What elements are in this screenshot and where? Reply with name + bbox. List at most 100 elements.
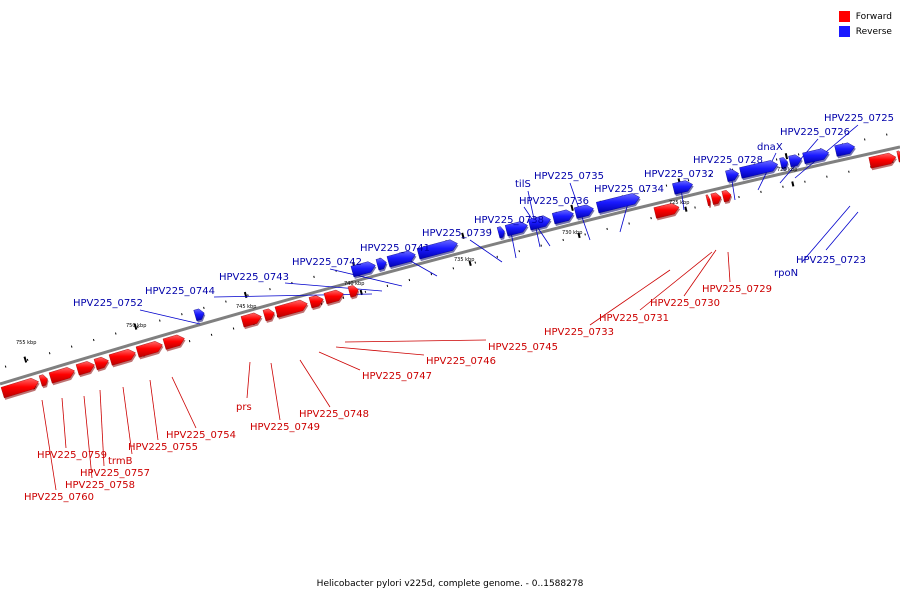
reverse-gene-17 bbox=[834, 142, 856, 157]
leader-line bbox=[318, 351, 361, 371]
gene-label-hpv225-0723[interactable]: HPV225_0723 bbox=[796, 255, 866, 266]
reverse-gene-7 bbox=[527, 215, 551, 231]
gene-label-hpv225-0736[interactable]: HPV225_0736 bbox=[519, 196, 589, 207]
leader-line bbox=[122, 386, 133, 455]
gene-label-rpon[interactable]: rpoN bbox=[774, 268, 798, 279]
minor-tick bbox=[92, 338, 95, 342]
leader-line bbox=[801, 205, 851, 263]
gene-label-hpv225-0757[interactable]: HPV225_0757 bbox=[80, 468, 150, 479]
gene-label-hpv225-0739[interactable]: HPV225_0739 bbox=[422, 228, 492, 239]
gene-label-hpv225-0743[interactable]: HPV225_0743 bbox=[219, 272, 289, 283]
reverse-gene-15 bbox=[788, 154, 803, 168]
minor-tick bbox=[188, 340, 191, 343]
gene-label-hpv225-0733[interactable]: HPV225_0733 bbox=[544, 327, 614, 338]
forward-gene-1 bbox=[38, 374, 48, 387]
major-tick bbox=[133, 323, 138, 330]
gene-label-hpv225-0755[interactable]: HPV225_0755 bbox=[128, 442, 198, 453]
leader-line bbox=[639, 251, 713, 311]
leader-line bbox=[825, 211, 859, 251]
forward-gene-6 bbox=[135, 341, 163, 358]
leader-line bbox=[246, 361, 251, 399]
forward-gene-9 bbox=[262, 308, 275, 322]
minor-tick bbox=[159, 319, 161, 322]
gene-label-hpv225-0745[interactable]: HPV225_0745 bbox=[488, 342, 558, 353]
reverse-gene-13 bbox=[739, 160, 779, 179]
major-tick bbox=[243, 291, 248, 299]
minor-tick bbox=[181, 313, 183, 316]
gene-label-hpv225-0746[interactable]: HPV225_0746 bbox=[426, 356, 496, 367]
gene-label-prs[interactable]: prs bbox=[236, 402, 252, 413]
minor-tick bbox=[269, 288, 271, 291]
minor-tick bbox=[225, 300, 227, 303]
tick-label-745: 745 kbp bbox=[236, 304, 256, 310]
gene-label-tils[interactable]: tilS bbox=[515, 179, 531, 190]
leader-line bbox=[270, 362, 281, 421]
reverse-gene-11 bbox=[672, 180, 693, 195]
gene-features bbox=[0, 142, 900, 400]
gene-label-hpv225-0741[interactable]: HPV225_0741 bbox=[360, 243, 430, 254]
leader-line bbox=[335, 346, 425, 356]
forward-gene-4 bbox=[93, 356, 109, 371]
forward-gene-0 bbox=[0, 377, 39, 399]
gene-label-hpv225-0748[interactable]: HPV225_0748 bbox=[299, 409, 369, 420]
gene-label-hpv225-0747[interactable]: HPV225_0747 bbox=[362, 371, 432, 382]
forward-gene-3 bbox=[75, 361, 95, 376]
leader-line bbox=[329, 268, 403, 287]
gene-label-hpv225-0758[interactable]: HPV225_0758 bbox=[65, 480, 135, 491]
gene-label-hpv225-0725[interactable]: HPV225_0725 bbox=[824, 113, 894, 124]
forward-gene-15 bbox=[705, 194, 711, 207]
minor-tick bbox=[430, 273, 433, 276]
minor-tick bbox=[408, 278, 411, 282]
gene-label-hpv225-0752[interactable]: HPV225_0752 bbox=[73, 298, 143, 309]
major-tick bbox=[577, 232, 581, 239]
gene-label-hpv225-0760[interactable]: HPV225_0760 bbox=[24, 492, 94, 503]
minor-tick bbox=[496, 255, 498, 258]
forward-gene-12 bbox=[323, 289, 344, 305]
minor-tick bbox=[210, 333, 213, 336]
gene-label-hpv225-0729[interactable]: HPV225_0729 bbox=[702, 284, 772, 295]
forward-gene-2 bbox=[48, 367, 75, 384]
leader-line bbox=[589, 269, 671, 326]
reverse-gene-16 bbox=[802, 148, 830, 164]
tick-label-720: 720 kbp bbox=[777, 167, 797, 173]
forward-swatch bbox=[838, 11, 850, 22]
gene-label-hpv225-0731[interactable]: HPV225_0731 bbox=[599, 313, 669, 324]
minor-tick bbox=[137, 325, 139, 329]
reverse-gene-9 bbox=[573, 204, 594, 219]
gene-label-hpv225-0735[interactable]: HPV225_0735 bbox=[534, 171, 604, 182]
gene-label-hpv225-0730[interactable]: HPV225_0730 bbox=[650, 298, 720, 309]
genome-caption: Helicobacter pylori v225d, complete geno… bbox=[316, 579, 584, 589]
tick-label-740: 740 kbp bbox=[344, 281, 364, 287]
major-tick bbox=[461, 232, 465, 239]
gene-label-hpv225-0738[interactable]: HPV225_0738 bbox=[474, 215, 544, 226]
gene-label-hpv225-0742[interactable]: HPV225_0742 bbox=[292, 257, 362, 268]
gene-label-hpv225-0726[interactable]: HPV225_0726 bbox=[780, 127, 850, 138]
leader-line bbox=[61, 397, 67, 449]
gene-label-hpv225-0728[interactable]: HPV225_0728 bbox=[693, 155, 763, 166]
legend: Forward Reverse bbox=[838, 9, 892, 39]
reverse-gene-3 bbox=[386, 250, 416, 268]
major-tick bbox=[791, 181, 795, 187]
gene-label-hpv225-0744[interactable]: HPV225_0744 bbox=[145, 286, 215, 297]
legend-reverse-label: Reverse bbox=[855, 26, 892, 37]
minor-tick bbox=[26, 358, 29, 361]
minor-tick bbox=[4, 365, 7, 368]
leader-line bbox=[683, 249, 717, 297]
gene-label-hpv225-0734[interactable]: HPV225_0734 bbox=[594, 184, 664, 195]
forward-gene-13 bbox=[347, 285, 359, 298]
leader-line bbox=[727, 251, 731, 283]
gene-label-trmb[interactable]: trmB bbox=[108, 456, 133, 467]
forward-gene-11 bbox=[308, 295, 324, 309]
tick-label-755: 755 kbp bbox=[16, 340, 36, 346]
gene-label-hpv225-0754[interactable]: HPV225_0754 bbox=[166, 430, 236, 441]
leader-line bbox=[41, 399, 57, 491]
gene-label-dnax[interactable]: dnaX bbox=[757, 142, 783, 153]
forward-gene-7 bbox=[162, 334, 185, 350]
gene-label-hpv225-0732[interactable]: HPV225_0732 bbox=[644, 169, 714, 180]
forward-gene-19 bbox=[896, 150, 900, 163]
gene-label-hpv225-0759[interactable]: HPV225_0759 bbox=[37, 450, 107, 461]
reverse-gene-8 bbox=[551, 209, 574, 225]
minor-tick bbox=[364, 290, 367, 293]
minor-tick bbox=[474, 261, 477, 264]
gene-label-hpv225-0749[interactable]: HPV225_0749 bbox=[250, 422, 320, 433]
